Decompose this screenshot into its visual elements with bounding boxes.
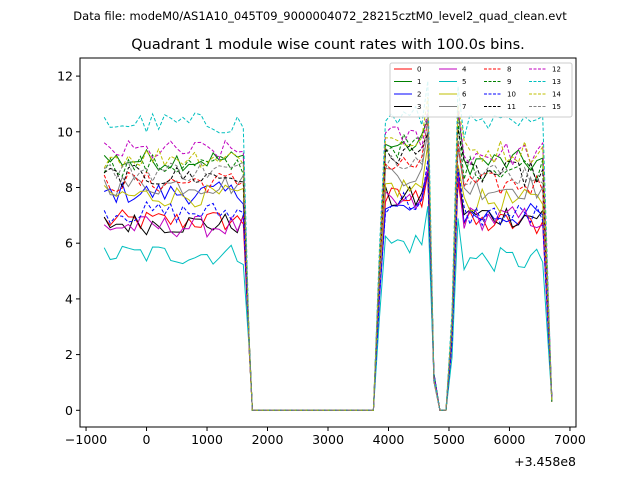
legend-label-3: 3 <box>417 103 421 111</box>
y-axis: 0 2 4 6 8 10 12 <box>57 69 80 418</box>
x-tick-label: 7000 <box>554 432 586 447</box>
y-tick-label: 6 <box>65 236 73 251</box>
legend-label-13: 13 <box>552 78 561 86</box>
x-tick-label: 5000 <box>433 432 465 447</box>
legend-frame <box>389 62 573 118</box>
x-tick-label: 6000 <box>494 432 526 447</box>
series-line-6 <box>103 143 553 411</box>
legend-label-11: 11 <box>507 103 516 111</box>
x-tick-label: 4000 <box>373 432 405 447</box>
y-tick-label: 12 <box>57 69 73 84</box>
x-offset-label: +3.458e8 <box>514 454 576 469</box>
y-tick-label: 0 <box>65 403 73 418</box>
legend-label-6: 6 <box>462 91 467 99</box>
series-line-15 <box>103 117 553 411</box>
x-axis: −1000 0 1000 2000 3000 4000 5000 6000 7000 <box>65 427 586 447</box>
chart-title: Quadrant 1 module wise count rates with … <box>131 37 525 53</box>
legend-label-4: 4 <box>462 66 467 74</box>
legend-label-1: 1 <box>417 78 421 86</box>
series-line-10 <box>103 160 553 411</box>
legend-label-7: 7 <box>462 103 466 111</box>
series-line-14 <box>103 97 553 411</box>
x-tick-label: 0 <box>143 432 151 447</box>
series-line-13 <box>103 80 553 411</box>
series-line-12 <box>103 107 553 411</box>
legend-label-9: 9 <box>507 78 511 86</box>
y-tick-label: 8 <box>65 180 73 195</box>
plot-lines <box>103 80 553 411</box>
legend-label-15: 15 <box>552 103 561 111</box>
legend-label-0: 0 <box>417 66 421 74</box>
legend-label-14: 14 <box>552 91 561 99</box>
series-line-9 <box>103 113 553 411</box>
legend-label-2: 2 <box>417 91 421 99</box>
x-tick-label: 2000 <box>252 432 284 447</box>
y-tick-label: 2 <box>65 347 73 362</box>
chart-suptitle: Data file: modeM0/AS1A10_045T09_90000040… <box>73 9 567 23</box>
legend-label-12: 12 <box>552 66 561 74</box>
series-line-5 <box>103 206 553 411</box>
series-line-11 <box>103 129 553 411</box>
series-line-4 <box>103 168 553 411</box>
legend-label-8: 8 <box>507 66 511 74</box>
legend-label-5: 5 <box>462 78 466 86</box>
x-tick-label: −1000 <box>65 432 107 447</box>
x-tick-label: 3000 <box>312 432 344 447</box>
y-tick-label: 10 <box>57 124 73 139</box>
y-tick-label: 4 <box>65 291 73 306</box>
x-tick-label: 1000 <box>191 432 223 447</box>
legend-label-10: 10 <box>507 91 516 99</box>
series-line-0 <box>103 173 553 411</box>
